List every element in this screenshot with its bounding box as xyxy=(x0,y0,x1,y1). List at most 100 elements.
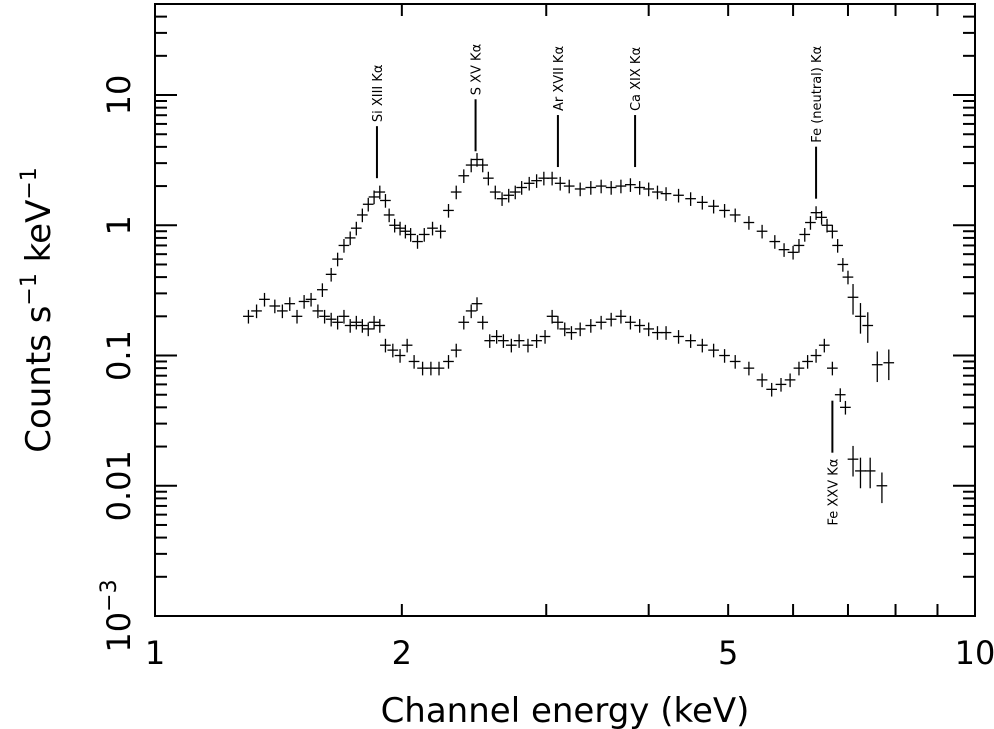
data-point xyxy=(477,158,489,173)
x-tick-label: 10 xyxy=(955,634,994,672)
data-point xyxy=(435,224,446,239)
data-point xyxy=(298,295,310,309)
data-point xyxy=(652,185,663,200)
data-point xyxy=(443,204,454,218)
data-point xyxy=(344,231,356,246)
data-point xyxy=(546,171,558,186)
y-label-counts: Counts s xyxy=(19,306,59,453)
data-point xyxy=(743,361,755,376)
y-tick-label: 10 xyxy=(100,75,138,116)
data-point xyxy=(458,315,470,330)
data-point xyxy=(805,216,816,230)
data-point xyxy=(625,315,636,330)
data-point xyxy=(685,334,696,348)
data-series xyxy=(243,153,895,504)
data-point xyxy=(837,258,849,272)
data-point xyxy=(847,284,859,315)
data-point xyxy=(332,315,343,330)
data-point xyxy=(775,378,787,392)
data-point xyxy=(864,457,876,489)
data-point xyxy=(816,210,827,225)
data-point xyxy=(325,267,337,282)
data-point xyxy=(615,179,627,194)
annotation-label: S XV Kα xyxy=(470,44,485,95)
data-point xyxy=(708,199,719,214)
data-point xyxy=(729,355,741,369)
data-point xyxy=(465,304,477,319)
y-axis-label: Counts s−1 keV−1 xyxy=(17,167,59,453)
data-point xyxy=(826,224,838,239)
x-tick-label: 5 xyxy=(718,634,738,672)
data-point xyxy=(418,228,430,242)
data-point xyxy=(660,187,672,201)
data-point xyxy=(585,319,597,333)
data-point xyxy=(769,235,781,249)
data-point xyxy=(405,228,416,242)
y-tick-label-group: 10−3 xyxy=(97,579,138,652)
data-point xyxy=(531,174,542,188)
y-tick-label: 0.1 xyxy=(100,330,138,381)
data-point xyxy=(821,218,833,233)
series-2 xyxy=(871,349,895,383)
data-point xyxy=(605,312,617,327)
annotation: Si XIII Kα xyxy=(371,65,386,179)
data-point xyxy=(522,338,534,353)
data-point xyxy=(729,208,741,223)
data-point xyxy=(643,322,654,337)
data-point xyxy=(284,297,296,311)
data-point xyxy=(756,224,768,239)
data-point xyxy=(356,208,368,223)
data-point xyxy=(387,343,399,358)
data-point xyxy=(766,382,777,397)
data-point xyxy=(401,338,413,353)
data-point xyxy=(491,330,502,344)
data-point xyxy=(585,181,597,195)
data-point xyxy=(643,182,654,197)
data-point xyxy=(374,319,386,333)
data-point xyxy=(832,239,843,253)
y-tick-label-base: 10 xyxy=(100,612,138,653)
data-point xyxy=(312,304,324,319)
data-point xyxy=(793,361,805,376)
data-point xyxy=(778,243,790,257)
plot-frame xyxy=(154,3,976,617)
data-point xyxy=(615,309,627,324)
annotation-label: Ca XIX Kα xyxy=(629,47,644,111)
data-point xyxy=(498,334,509,348)
data-point xyxy=(496,192,508,206)
data-point xyxy=(482,171,494,186)
data-point xyxy=(368,190,380,205)
data-point xyxy=(374,185,386,200)
series-1 xyxy=(243,292,888,504)
y-tick-label-exp: −3 xyxy=(97,579,122,611)
annotation: Fe XXV Kα xyxy=(826,400,841,526)
data-point xyxy=(338,309,350,324)
data-point xyxy=(477,315,489,330)
data-point xyxy=(847,445,859,477)
data-point xyxy=(362,322,374,337)
data-point xyxy=(566,326,577,340)
annotation: Fe (neutral) Kα xyxy=(810,46,825,199)
data-point xyxy=(325,312,337,327)
data-point xyxy=(427,221,438,236)
data-point xyxy=(443,355,454,369)
data-point xyxy=(685,192,696,206)
annotation: Ar XVII Kα xyxy=(552,46,567,168)
y-axis-label-group: Counts s−1 keV−1 xyxy=(17,167,59,453)
y-label-exp2: −1 xyxy=(17,167,42,199)
data-point xyxy=(862,312,874,343)
data-point xyxy=(840,400,851,415)
data-point xyxy=(625,178,636,192)
y-tick-label-group: 1 xyxy=(100,215,138,235)
data-point xyxy=(719,349,730,363)
data-point xyxy=(338,239,350,253)
data-point xyxy=(696,338,708,353)
data-point xyxy=(634,181,645,195)
data-point xyxy=(505,338,517,353)
data-point xyxy=(316,283,328,297)
data-point xyxy=(433,361,445,376)
annotation-label: Ar XVII Kα xyxy=(552,46,567,111)
line-annotations: Si XIII Kα S XV Kα Ar XVII Kα Ca XIX Kα Fe (… xyxy=(371,44,841,526)
y-label-kev: keV xyxy=(19,200,59,273)
data-point xyxy=(834,388,846,402)
